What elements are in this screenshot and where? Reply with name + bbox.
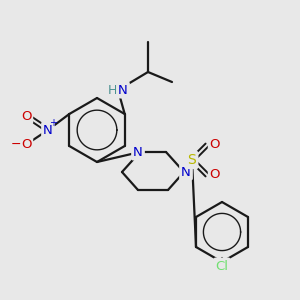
Text: −: − xyxy=(11,137,21,151)
Text: O: O xyxy=(210,139,220,152)
Text: O: O xyxy=(21,137,31,151)
Text: N: N xyxy=(133,146,143,158)
Text: S: S xyxy=(188,153,196,167)
Text: O: O xyxy=(210,169,220,182)
Text: Cl: Cl xyxy=(215,260,229,272)
Text: +: + xyxy=(49,118,57,128)
Text: H: H xyxy=(107,83,117,97)
Text: N: N xyxy=(43,124,53,136)
Text: O: O xyxy=(21,110,31,122)
Text: N: N xyxy=(181,166,191,178)
Text: N: N xyxy=(118,83,128,97)
